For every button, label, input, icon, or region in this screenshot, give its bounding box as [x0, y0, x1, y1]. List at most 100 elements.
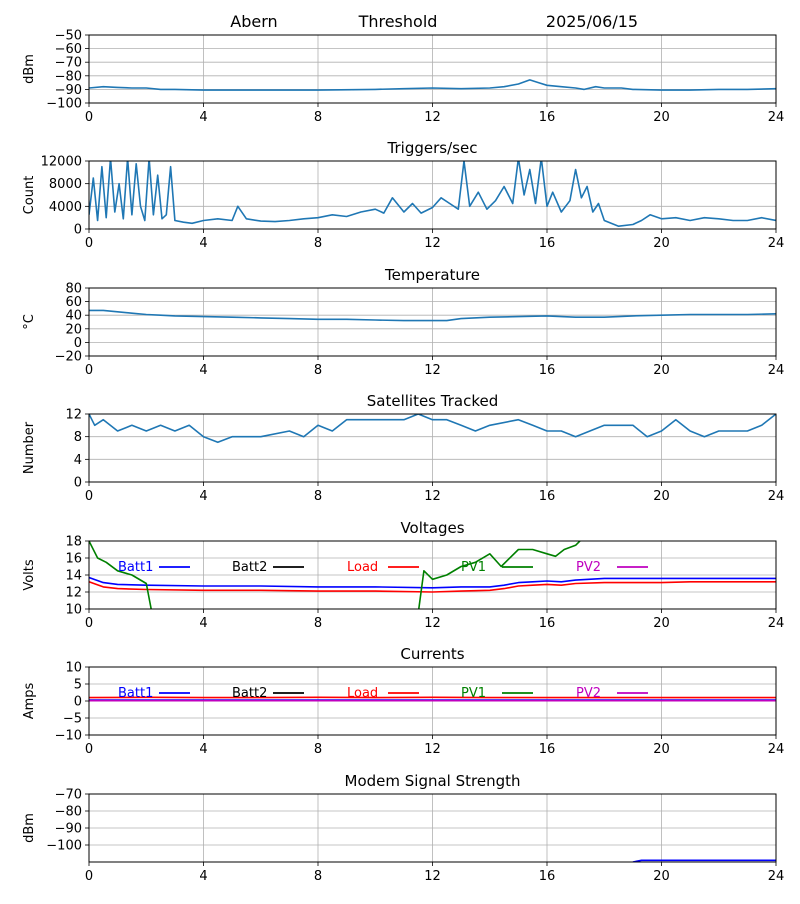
x-tick-label: 0 [85, 489, 93, 504]
y-tick-label: 60 [65, 295, 82, 310]
chart-title: Triggers/sec [387, 139, 478, 157]
x-tick-label: 8 [314, 363, 322, 378]
x-tick-label: 16 [539, 363, 556, 378]
x-tick-label: 0 [85, 869, 93, 884]
x-tick-label: 4 [199, 742, 207, 757]
y-tick-label: −90 [55, 83, 82, 98]
y-tick-label: 10 [65, 603, 82, 618]
y-tick-label: 12000 [41, 155, 82, 170]
legend-label-pv1: PV1 [461, 560, 486, 575]
x-tick-label: 12 [424, 742, 441, 757]
x-tick-label: 24 [768, 110, 785, 125]
y-tick-label: −100 [46, 97, 82, 112]
x-tick-label: 24 [768, 363, 785, 378]
y-axis-label: Amps [22, 682, 37, 719]
y-tick-label: −60 [55, 42, 82, 57]
grid-lines [89, 414, 776, 482]
x-tick-label: 12 [424, 236, 441, 251]
legend-label-load: Load [347, 560, 378, 575]
y-axis-label: Count [22, 176, 37, 215]
y-tick-label: 80 [65, 282, 82, 297]
y-tick-label: −100 [46, 839, 82, 854]
x-tick-label: 20 [653, 363, 670, 378]
x-tick-label: 12 [424, 489, 441, 504]
grid-lines [89, 288, 776, 356]
grid-lines [89, 541, 776, 609]
y-tick-label: 14 [65, 569, 82, 584]
y-tick-label: −80 [55, 69, 82, 84]
y-tick-label: 0 [74, 336, 82, 351]
y-tick-label: 0 [74, 695, 82, 710]
legend-label-pv2: PV2 [576, 686, 601, 701]
x-tick-label: 20 [653, 489, 670, 504]
y-axis-label: °C [22, 314, 37, 330]
y-tick-label: −80 [55, 805, 82, 820]
grid-lines [89, 35, 776, 103]
y-tick-label: 0 [74, 223, 82, 238]
y-tick-label: 5 [74, 678, 82, 693]
y-tick-label: −50 [55, 29, 82, 44]
legend-label-batt1: Batt1 [118, 686, 153, 701]
x-tick-label: 20 [653, 616, 670, 631]
chart-title: Temperature [384, 266, 480, 284]
x-tick-label: 0 [85, 742, 93, 757]
x-tick-label: 20 [653, 110, 670, 125]
y-tick-label: 8000 [49, 177, 82, 192]
x-tick-label: 4 [199, 110, 207, 125]
y-tick-label: 16 [65, 552, 82, 567]
legend-label-batt2: Batt2 [232, 686, 267, 701]
y-tick-label: 20 [65, 322, 82, 337]
x-tick-label: 16 [539, 236, 556, 251]
x-tick-label: 16 [539, 616, 556, 631]
y-tick-label: −70 [55, 56, 82, 71]
x-tick-label: 0 [85, 236, 93, 251]
x-tick-label: 20 [653, 236, 670, 251]
y-tick-label: −90 [55, 822, 82, 837]
x-tick-label: 4 [199, 616, 207, 631]
y-axis-label: dBm [22, 813, 37, 843]
x-tick-label: 8 [314, 110, 322, 125]
x-tick-label: 24 [768, 616, 785, 631]
y-tick-label: 4 [74, 453, 82, 468]
legend-label-pv2: PV2 [576, 560, 601, 575]
x-tick-label: 8 [314, 236, 322, 251]
legend-label-batt1: Batt1 [118, 560, 153, 575]
chart-title: Currents [400, 645, 464, 663]
x-tick-label: 16 [539, 869, 556, 884]
x-tick-label: 8 [314, 616, 322, 631]
x-tick-label: 4 [199, 236, 207, 251]
legend: Batt1 Batt2 Load PV1 PV2 [118, 560, 648, 575]
y-tick-label: 10 [65, 661, 82, 676]
chart-title: Voltages [400, 519, 464, 537]
y-tick-label: 0 [74, 476, 82, 491]
grid-lines [89, 794, 776, 862]
chart-title: Satellites Tracked [367, 392, 498, 410]
legend-label-pv1: PV1 [461, 686, 486, 701]
x-tick-label: 20 [653, 869, 670, 884]
y-tick-label: −10 [55, 729, 82, 744]
x-tick-label: 24 [768, 869, 785, 884]
y-tick-label: 12 [65, 586, 82, 601]
x-tick-label: 0 [85, 110, 93, 125]
y-tick-label: 18 [65, 535, 82, 550]
threshold-text: Threshold [358, 12, 438, 31]
y-tick-label: −20 [55, 350, 82, 365]
y-tick-label: −70 [55, 788, 82, 803]
y-tick-label: 12 [65, 408, 82, 423]
y-axis-label: Number [22, 421, 37, 474]
x-tick-label: 4 [199, 363, 207, 378]
x-tick-label: 24 [768, 236, 785, 251]
y-axis-label: Volts [22, 559, 37, 591]
legend-label-batt2: Batt2 [232, 560, 267, 575]
